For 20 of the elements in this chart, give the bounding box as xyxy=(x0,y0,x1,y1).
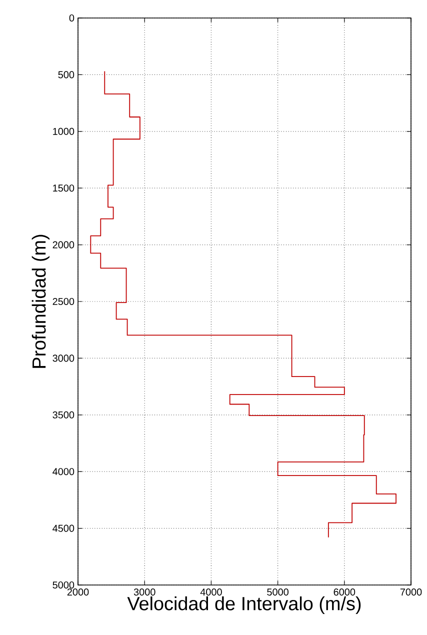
x-tick-label: 7000 xyxy=(400,588,422,596)
y-tick-label: 0 xyxy=(69,14,74,22)
x-tick-label: 6000 xyxy=(334,588,356,596)
y-tick-label: 2500 xyxy=(52,298,74,306)
y-tick-label: 4000 xyxy=(52,468,74,476)
x-tick-label: 3000 xyxy=(134,588,156,596)
y-tick-label: 5000 xyxy=(52,581,74,589)
y-tick-label: 1500 xyxy=(53,184,74,192)
x-tick-label: 4000 xyxy=(200,588,222,596)
y-tick-label: 2000 xyxy=(52,241,74,248)
x-tick-label: 5000 xyxy=(267,588,288,596)
y-tick-label: 3000 xyxy=(52,354,74,362)
y-axis-title: Profundidad (m) xyxy=(32,234,50,368)
x-tick-label: 2000 xyxy=(67,588,89,596)
y-tick-label: 500 xyxy=(58,71,74,78)
y-tick-label: 1000 xyxy=(53,128,74,135)
y-tick-label: 3500 xyxy=(52,411,74,418)
line-series xyxy=(90,70,396,538)
y-tick-label: 4500 xyxy=(52,524,74,532)
x-axis-title: Velocidad de Intervalo (m/s) xyxy=(127,596,361,614)
